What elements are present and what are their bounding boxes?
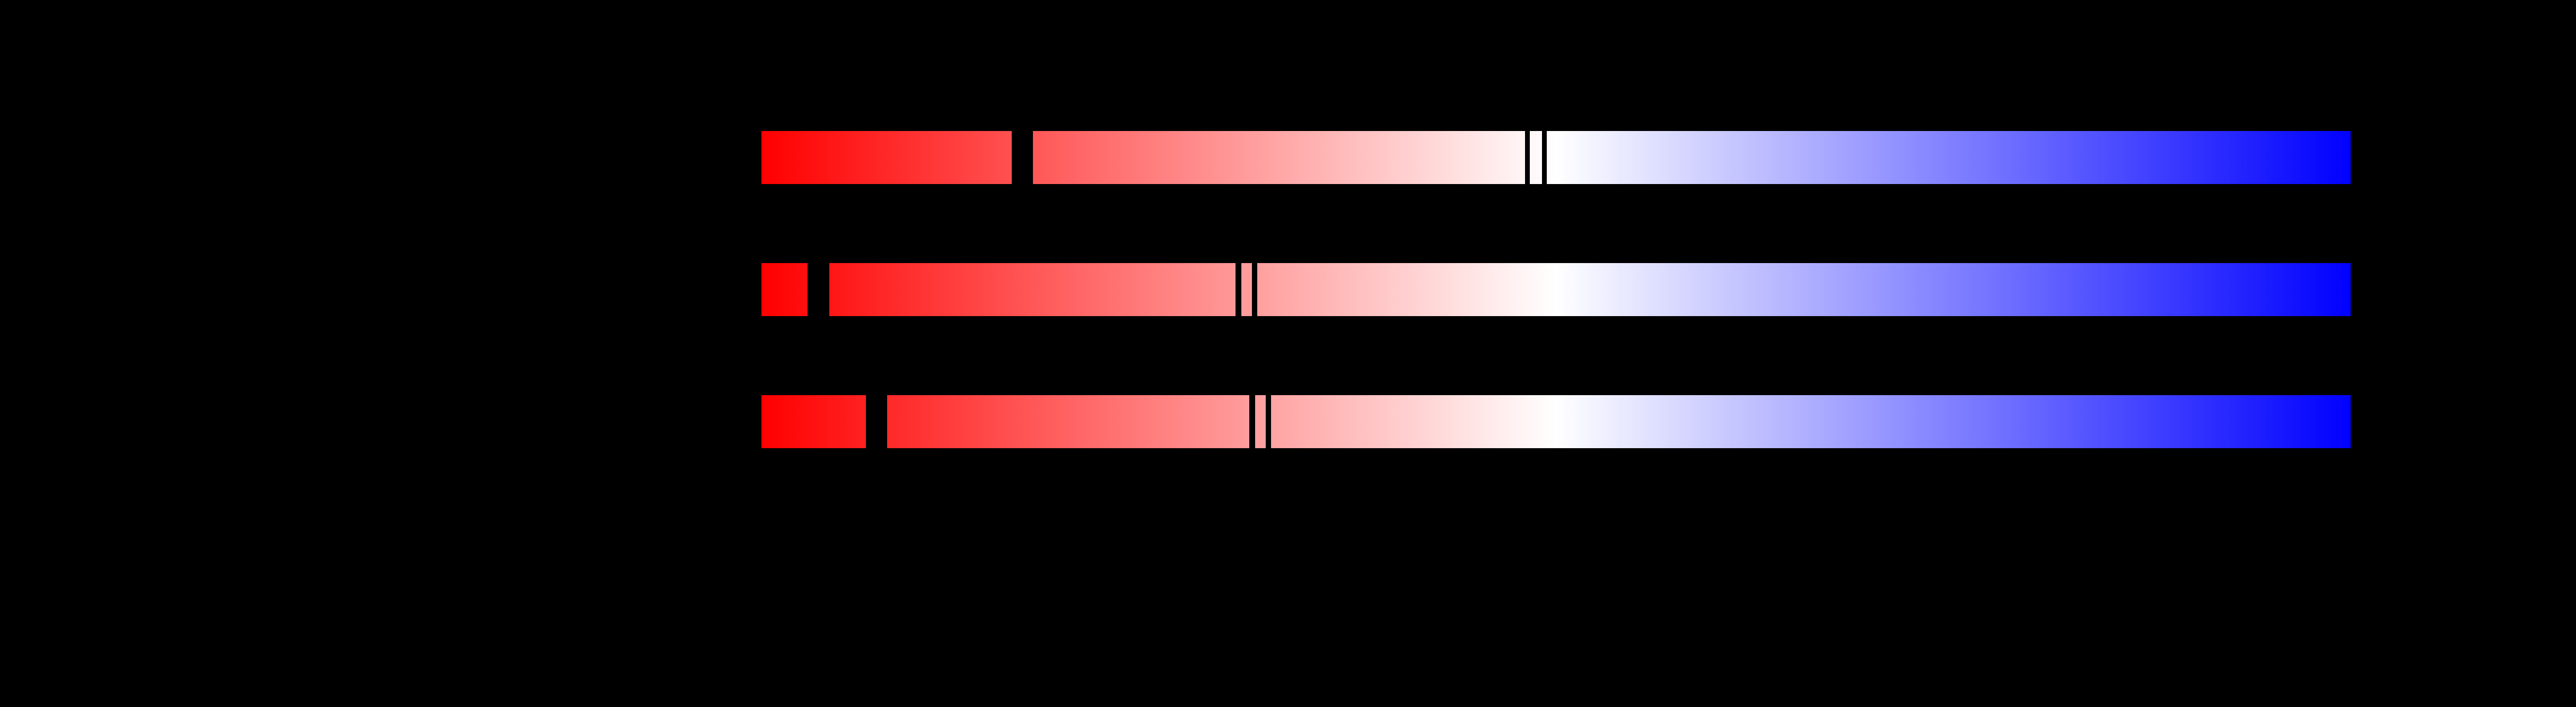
tick-line-marker — [1249, 395, 1255, 448]
colorbar-strip-1 — [761, 131, 2351, 184]
tick-line-marker — [1266, 395, 1271, 448]
gap-marker — [866, 395, 887, 448]
tick-line-marker — [1542, 131, 1547, 184]
colorbar-strip-2 — [761, 263, 2351, 316]
tick-line-marker — [1252, 263, 1257, 316]
colorbar-strip-3 — [761, 395, 2351, 448]
gap-marker — [808, 263, 829, 316]
tick-line-marker — [1525, 131, 1530, 184]
tick-line-marker — [1236, 263, 1241, 316]
gap-marker — [1012, 131, 1033, 184]
